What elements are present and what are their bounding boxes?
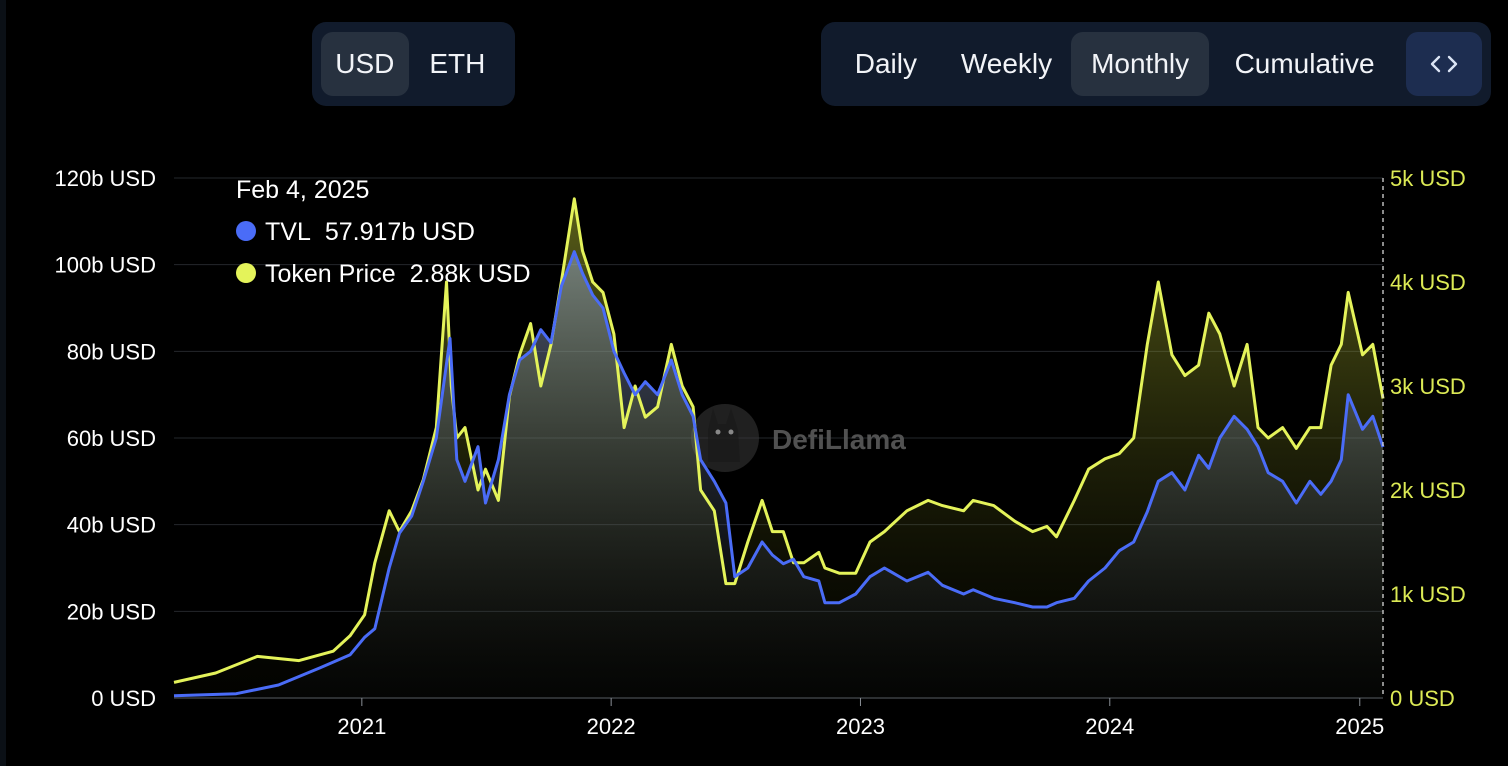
y-left-tick-label: 40b USD xyxy=(67,513,156,538)
y-left-tick-label: 20b USD xyxy=(67,599,156,624)
tvl-line xyxy=(173,250,1385,698)
period-monthly-button[interactable]: Monthly xyxy=(1071,32,1209,96)
embed-code-button[interactable] xyxy=(1406,32,1482,96)
watermark: DefiLlama xyxy=(691,404,906,472)
watermark-text: DefiLlama xyxy=(772,424,906,455)
period-weekly-button[interactable]: Weekly xyxy=(960,48,1053,79)
y-left-tick-label: 80b USD xyxy=(67,339,156,364)
left-edge-rail xyxy=(0,0,6,766)
series-layer xyxy=(173,197,1385,699)
y-left-tick-label: 120b USD xyxy=(54,166,156,191)
tooltip-tvl-value: 57.917b USD xyxy=(325,218,475,246)
x-tick-label: 2022 xyxy=(587,714,636,739)
y-right-tick-label: 5k USD xyxy=(1390,166,1466,191)
period-toggle: Daily Weekly Monthly Cumulative xyxy=(821,22,1491,106)
tooltip-tvl-row: TVL 57.917b USD xyxy=(265,218,475,246)
y-right-tick-label: 3k USD xyxy=(1390,374,1466,399)
x-tick-label: 2023 xyxy=(836,714,885,739)
y-right-tick-label: 1k USD xyxy=(1390,582,1466,607)
denomination-eth-button[interactable]: ETH xyxy=(429,48,486,79)
y-right-tick-label: 2k USD xyxy=(1390,478,1466,503)
period-cumulative-button[interactable]: Cumulative xyxy=(1234,48,1375,79)
tooltip-tvl-name: TVL xyxy=(265,218,311,246)
tooltip-tvl-marker xyxy=(236,221,256,241)
x-tick-label: 2025 xyxy=(1335,714,1384,739)
tooltip-price-row: Token Price 2.88k USD xyxy=(265,260,531,288)
y-left-tick-label: 100b USD xyxy=(54,253,156,278)
denomination-toggle: USD ETH xyxy=(312,22,515,106)
x-tick-label: 2021 xyxy=(337,714,386,739)
period-daily-button[interactable]: Daily xyxy=(854,48,917,79)
y-left-tick-label: 60b USD xyxy=(67,426,156,451)
tooltip-price-marker xyxy=(236,263,256,283)
tooltip-price-value: 2.88k USD xyxy=(410,260,531,288)
y-left-tick-label: 0 USD xyxy=(91,686,156,711)
axes: 0 USD 20b USD 40b USD 60b USD 80b USD 100b US… xyxy=(54,166,1465,739)
y-right-tick-label: 4k USD xyxy=(1390,270,1466,295)
tooltip-date: Feb 4, 2025 xyxy=(236,176,369,204)
denomination-usd-button[interactable]: USD xyxy=(321,32,409,96)
tooltip-price-name: Token Price xyxy=(265,260,396,288)
tooltip: Feb 4, 2025 TVL 57.917b USD Token Price 2.… xyxy=(236,176,531,288)
tvl-area xyxy=(174,251,1383,698)
llama-logo-icon xyxy=(691,404,759,472)
code-icon xyxy=(1430,55,1458,73)
y-right-tick-label: 0 USD xyxy=(1390,686,1455,711)
x-tick-label: 2024 xyxy=(1085,714,1134,739)
